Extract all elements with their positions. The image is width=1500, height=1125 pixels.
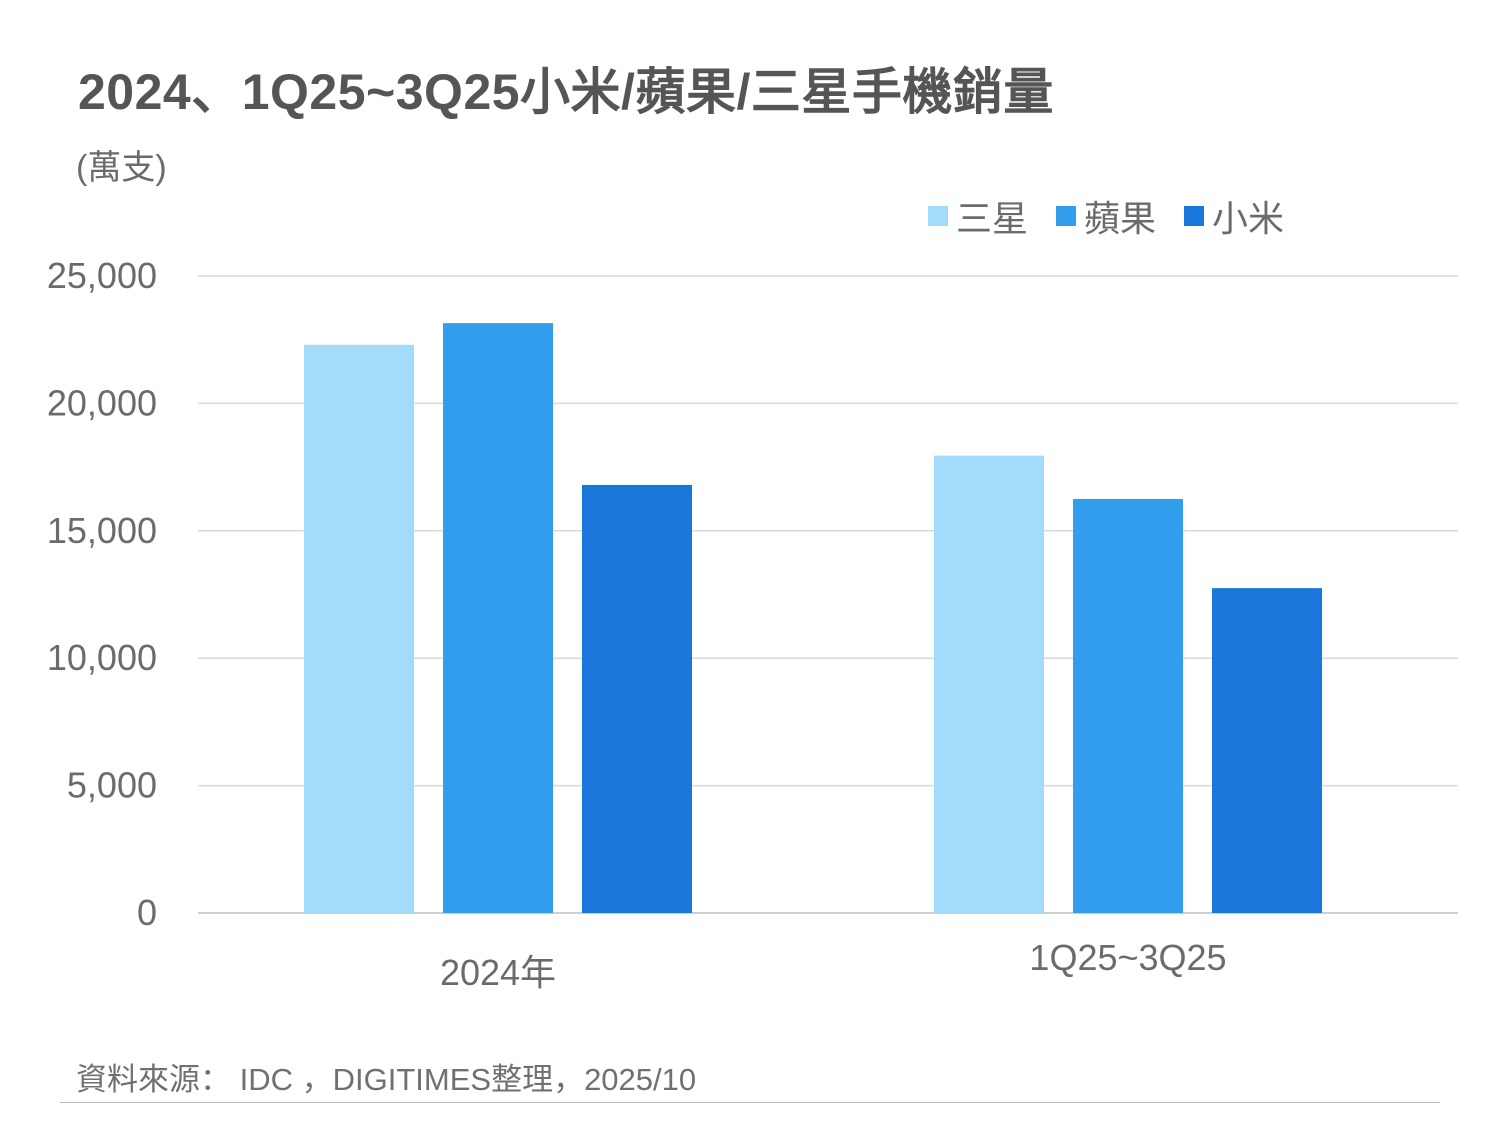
legend-swatch-xiaomi: [1184, 206, 1205, 226]
bar-xiaomi: [582, 484, 692, 913]
y-tick-label: 15,000: [47, 510, 157, 551]
legend: 三星 蘋果 小米: [928, 190, 1284, 242]
bar-apple: [443, 323, 553, 913]
y-tick-label: 25,000: [47, 255, 157, 296]
bar-samsung: [304, 344, 414, 913]
legend-item-xiaomi: 小米: [1184, 190, 1284, 242]
bar-samsung: [934, 455, 1044, 913]
bottom-divider: [60, 1102, 1440, 1103]
legend-item-apple: 蘋果: [1056, 190, 1156, 242]
bar-chart: 0 5,000 10,000 15,000 20,000 25,000 2024年 1Q25~…: [47, 255, 1458, 993]
x-tick-label: 2024年: [440, 952, 556, 993]
y-tick-label: 5,000: [67, 765, 157, 806]
legend-label-xiaomi: 小米: [1212, 198, 1285, 239]
unit-label: (萬支): [76, 149, 167, 187]
bar-xiaomi: [1212, 588, 1322, 913]
legend-swatch-apple: [1056, 206, 1077, 226]
legend-swatch-samsung: [928, 206, 948, 226]
source-note: 資料來源： IDC ，DIGITIMES整理，2025/10: [76, 1062, 697, 1097]
y-tick-label: 10,000: [47, 637, 157, 678]
legend-label-samsung: 三星: [956, 198, 1029, 239]
bar-apple: [1073, 498, 1183, 913]
x-tick-label: 1Q25~3Q25: [1029, 937, 1226, 978]
y-tick-label: 0: [137, 892, 157, 933]
legend-label-apple: 蘋果: [1084, 198, 1157, 239]
legend-item-samsung: 三星: [928, 190, 1028, 242]
y-tick-label: 20,000: [47, 382, 157, 423]
chart-title: 2024、1Q25~3Q25小米/蘋果/三星手機銷量: [78, 64, 1054, 120]
